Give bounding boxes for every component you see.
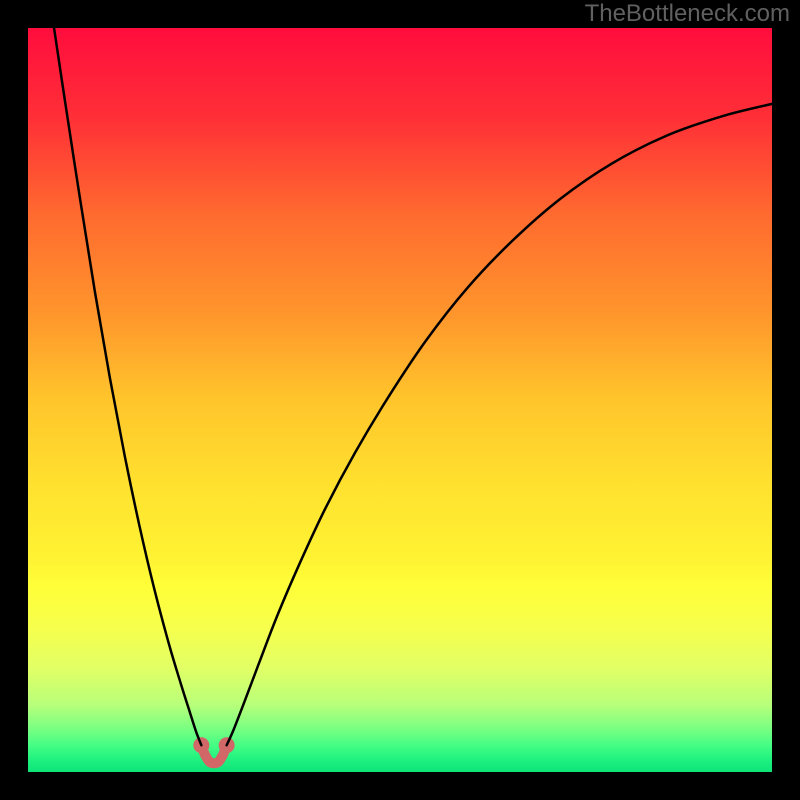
watermark-text: TheBottleneck.com	[585, 0, 790, 28]
chart-container: TheBottleneck.com	[0, 0, 800, 800]
bottleneck-chart	[0, 0, 800, 800]
